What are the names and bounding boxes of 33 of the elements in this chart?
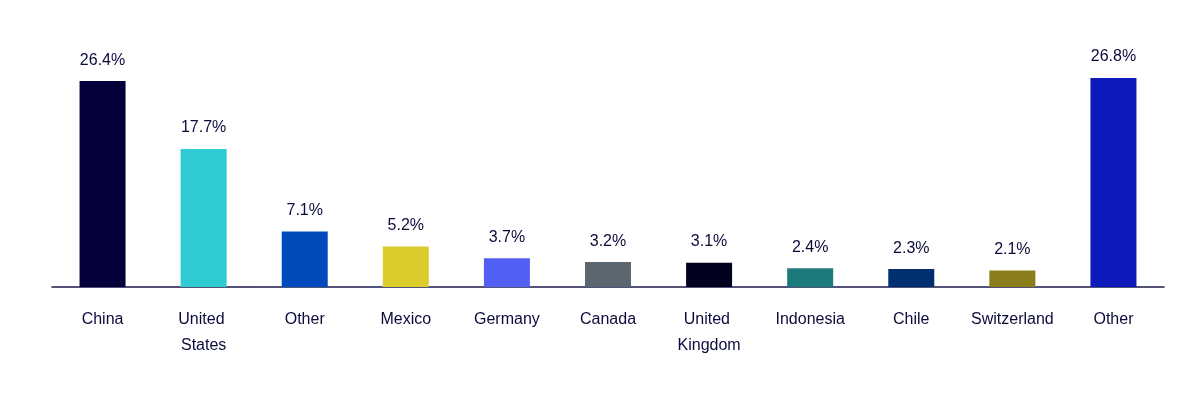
data-label: 17.7% [180,118,227,136]
data-label: 26.4% [79,50,126,68]
bar [281,231,328,287]
x-tick-label: Other [1093,309,1135,327]
x-tick-label: United States [178,309,229,353]
data-label: 5.2% [387,215,425,233]
x-tick-label: Indonesia [775,309,845,327]
bar [483,258,530,287]
bar [1090,77,1137,287]
bar [382,246,429,287]
bar [686,262,733,287]
data-label: 3.2% [589,231,627,249]
x-tick-label: Canada [579,309,637,327]
x-tick-label: Germany [474,309,540,327]
data-label: 2.3% [893,238,930,256]
x-tick-label: Mexico [380,309,432,327]
data-label: 26.8% [1090,47,1137,65]
x-tick-label: United Kingdom [677,309,741,353]
bar [989,270,1036,287]
bar [79,81,126,287]
data-label: 2.4% [791,237,829,255]
x-tick-label: Chile [893,309,930,327]
x-tick-label: Switzerland [971,309,1054,327]
x-tick-label: Other [284,309,326,327]
bar [585,262,631,287]
bar [180,148,227,287]
bar [888,269,935,287]
data-label: 2.1% [994,240,1031,258]
bar [787,268,834,287]
data-label: 3.7% [488,227,526,245]
x-tick-label: China [81,309,124,327]
data-label: 3.1% [690,232,728,250]
data-label: 7.1% [286,201,323,219]
